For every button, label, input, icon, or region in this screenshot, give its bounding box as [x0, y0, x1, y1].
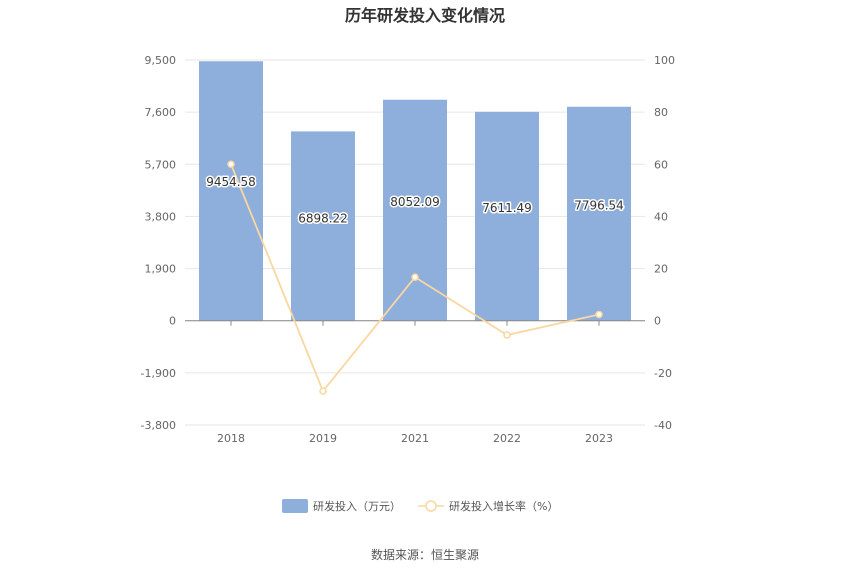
y-right-tick-label: 40 [654, 210, 668, 223]
bar-value-label: 6898.22 [298, 211, 348, 225]
bar[interactable] [567, 106, 631, 321]
legend-bar-label: 研发投入（万元） [313, 499, 401, 513]
bar[interactable] [383, 99, 447, 321]
bar[interactable] [199, 61, 263, 321]
y-left-tick-label: 1,900 [145, 263, 177, 276]
legend-bar-swatch [282, 499, 308, 513]
growth-point[interactable] [503, 331, 511, 339]
y-left-tick-label: 3,800 [145, 210, 177, 223]
y-left-tick-label: -3,800 [141, 419, 176, 432]
bar-series [199, 61, 631, 321]
y-right-tick-label: -20 [654, 367, 672, 380]
growth-point[interactable] [319, 387, 327, 395]
y-left-tick-label: 7,600 [145, 106, 177, 119]
x-tick-label: 2022 [493, 432, 521, 445]
bar-value-label-halo: 8052.09 [390, 195, 440, 209]
y-right-tick-label: -40 [654, 419, 672, 432]
x-tick-label: 2021 [401, 432, 429, 445]
y-left-tick-label: -1,900 [141, 367, 176, 380]
bar-labels: 9454.589454.586898.226898.228052.098052.… [205, 173, 626, 226]
legend-item-line[interactable]: 研发投入增长率（%） [418, 499, 558, 513]
x-tick-label: 2023 [585, 432, 613, 445]
bar-value-label-halo: 7611.49 [482, 201, 532, 215]
bar-value-label: 7611.49 [482, 201, 532, 215]
right-axis: 100 80 60 40 20 0 -20 -40 [654, 54, 675, 432]
legend-line-label: 研发投入增长率（%） [449, 499, 558, 513]
y-right-tick-label: 60 [654, 158, 668, 171]
growth-point[interactable] [595, 310, 603, 319]
bar-value-label: 8052.09 [390, 195, 440, 209]
x-tick-label: 2018 [217, 432, 245, 445]
growth-point[interactable] [411, 273, 419, 281]
y-right-tick-label: 20 [654, 263, 668, 276]
legend: 研发投入（万元） 研发投入增长率（%） [282, 499, 558, 513]
growth-point[interactable] [227, 160, 235, 169]
bar[interactable] [291, 131, 355, 321]
y-right-tick-label: 100 [654, 54, 675, 67]
bar-value-label-halo: 9454.58 [206, 175, 256, 189]
x-tick-label: 2019 [309, 432, 337, 445]
bar-value-label-halo: 6898.22 [298, 211, 348, 225]
bar-value-label: 7796.54 [574, 198, 624, 212]
x-axis: 2018 2019 2021 2022 2023 [185, 320, 645, 445]
y-left-tick-label: 0 [169, 315, 176, 328]
bar-value-label: 9454.58 [206, 175, 256, 189]
left-axis: 9,500 7,600 5,700 3,800 1,900 0 -1,900 -3,800 [141, 54, 176, 432]
y-right-tick-label: 0 [654, 315, 661, 328]
bar[interactable] [475, 111, 539, 321]
source-note: 数据来源：恒生聚源 [371, 547, 479, 562]
legend-line-marker [425, 500, 437, 512]
y-left-tick-label: 9,500 [145, 54, 177, 67]
bar-value-label-halo: 7796.54 [574, 198, 624, 212]
y-right-tick-label: 80 [654, 106, 668, 119]
legend-item-bar[interactable]: 研发投入（万元） [282, 499, 401, 513]
chart-title: 历年研发投入变化情况 [345, 6, 505, 25]
y-left-tick-label: 5,700 [145, 158, 177, 171]
line-series [227, 160, 603, 395]
